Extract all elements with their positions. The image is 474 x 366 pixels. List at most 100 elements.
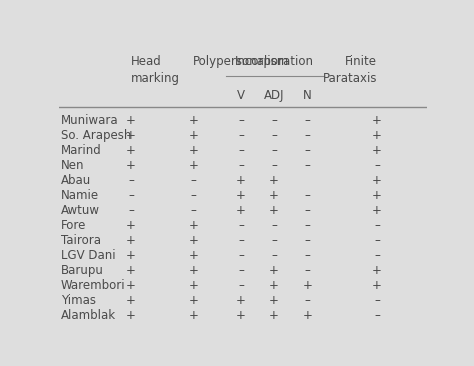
Text: Abau: Abau xyxy=(61,174,91,187)
Text: +: + xyxy=(188,114,198,127)
Text: –: – xyxy=(304,159,310,172)
Text: +: + xyxy=(302,279,312,292)
Text: –: – xyxy=(374,234,380,247)
Text: Muniwara: Muniwara xyxy=(61,114,118,127)
Text: –: – xyxy=(271,129,277,142)
Text: Incorporation: Incorporation xyxy=(235,55,314,68)
Text: –: – xyxy=(238,279,244,292)
Text: +: + xyxy=(236,189,246,202)
Text: +: + xyxy=(269,264,279,277)
Text: +: + xyxy=(126,159,136,172)
Text: +: + xyxy=(269,174,279,187)
Text: –: – xyxy=(238,249,244,262)
Text: –: – xyxy=(271,144,277,157)
Text: +: + xyxy=(126,219,136,232)
Text: +: + xyxy=(126,279,136,292)
Text: –: – xyxy=(304,189,310,202)
Text: +: + xyxy=(236,309,246,322)
Text: –: – xyxy=(304,204,310,217)
Text: +: + xyxy=(372,114,382,127)
Text: +: + xyxy=(269,309,279,322)
Text: +: + xyxy=(372,129,382,142)
Text: –: – xyxy=(374,294,380,307)
Text: +: + xyxy=(188,279,198,292)
Text: –: – xyxy=(374,249,380,262)
Text: Alamblak: Alamblak xyxy=(61,309,116,322)
Text: –: – xyxy=(374,219,380,232)
Text: Awtuw: Awtuw xyxy=(61,204,100,217)
Text: –: – xyxy=(238,159,244,172)
Text: –: – xyxy=(304,264,310,277)
Text: –: – xyxy=(238,219,244,232)
Text: +: + xyxy=(188,264,198,277)
Text: +: + xyxy=(126,234,136,247)
Text: +: + xyxy=(372,144,382,157)
Text: Warembori: Warembori xyxy=(61,279,126,292)
Text: +: + xyxy=(372,279,382,292)
Text: N: N xyxy=(303,89,311,102)
Text: +: + xyxy=(126,144,136,157)
Text: +: + xyxy=(372,174,382,187)
Text: Marind: Marind xyxy=(61,144,102,157)
Text: –: – xyxy=(191,204,196,217)
Text: +: + xyxy=(269,294,279,307)
Text: +: + xyxy=(126,249,136,262)
Text: Yimas: Yimas xyxy=(61,294,96,307)
Text: +: + xyxy=(188,249,198,262)
Text: –: – xyxy=(238,264,244,277)
Text: +: + xyxy=(188,309,198,322)
Text: So. Arapesh: So. Arapesh xyxy=(61,129,131,142)
Text: +: + xyxy=(372,264,382,277)
Text: +: + xyxy=(126,294,136,307)
Text: –: – xyxy=(238,144,244,157)
Text: –: – xyxy=(271,114,277,127)
Text: –: – xyxy=(304,249,310,262)
Text: –: – xyxy=(304,129,310,142)
Text: –: – xyxy=(271,159,277,172)
Text: –: – xyxy=(271,249,277,262)
Text: –: – xyxy=(128,189,134,202)
Text: –: – xyxy=(304,234,310,247)
Text: –: – xyxy=(128,174,134,187)
Text: +: + xyxy=(269,279,279,292)
Text: +: + xyxy=(188,234,198,247)
Text: +: + xyxy=(188,219,198,232)
Text: +: + xyxy=(126,129,136,142)
Text: +: + xyxy=(236,294,246,307)
Text: +: + xyxy=(302,309,312,322)
Text: +: + xyxy=(269,189,279,202)
Text: –: – xyxy=(238,234,244,247)
Text: +: + xyxy=(188,129,198,142)
Text: –: – xyxy=(191,174,196,187)
Text: V: V xyxy=(237,89,245,102)
Text: –: – xyxy=(304,294,310,307)
Text: –: – xyxy=(271,234,277,247)
Text: Tairora: Tairora xyxy=(61,234,101,247)
Text: +: + xyxy=(126,264,136,277)
Text: LGV Dani: LGV Dani xyxy=(61,249,116,262)
Text: +: + xyxy=(188,159,198,172)
Text: Head
marking: Head marking xyxy=(131,55,180,85)
Text: –: – xyxy=(238,114,244,127)
Text: +: + xyxy=(188,144,198,157)
Text: +: + xyxy=(126,114,136,127)
Text: Polypersonalism: Polypersonalism xyxy=(193,55,290,68)
Text: Finite
Parataxis: Finite Parataxis xyxy=(322,55,377,85)
Text: +: + xyxy=(126,309,136,322)
Text: +: + xyxy=(236,174,246,187)
Text: –: – xyxy=(271,219,277,232)
Text: +: + xyxy=(372,204,382,217)
Text: –: – xyxy=(374,309,380,322)
Text: –: – xyxy=(304,114,310,127)
Text: –: – xyxy=(128,204,134,217)
Text: –: – xyxy=(304,219,310,232)
Text: Nen: Nen xyxy=(61,159,84,172)
Text: Barupu: Barupu xyxy=(61,264,104,277)
Text: –: – xyxy=(374,159,380,172)
Text: –: – xyxy=(238,129,244,142)
Text: +: + xyxy=(372,189,382,202)
Text: ADJ: ADJ xyxy=(264,89,284,102)
Text: Namie: Namie xyxy=(61,189,99,202)
Text: Fore: Fore xyxy=(61,219,86,232)
Text: +: + xyxy=(236,204,246,217)
